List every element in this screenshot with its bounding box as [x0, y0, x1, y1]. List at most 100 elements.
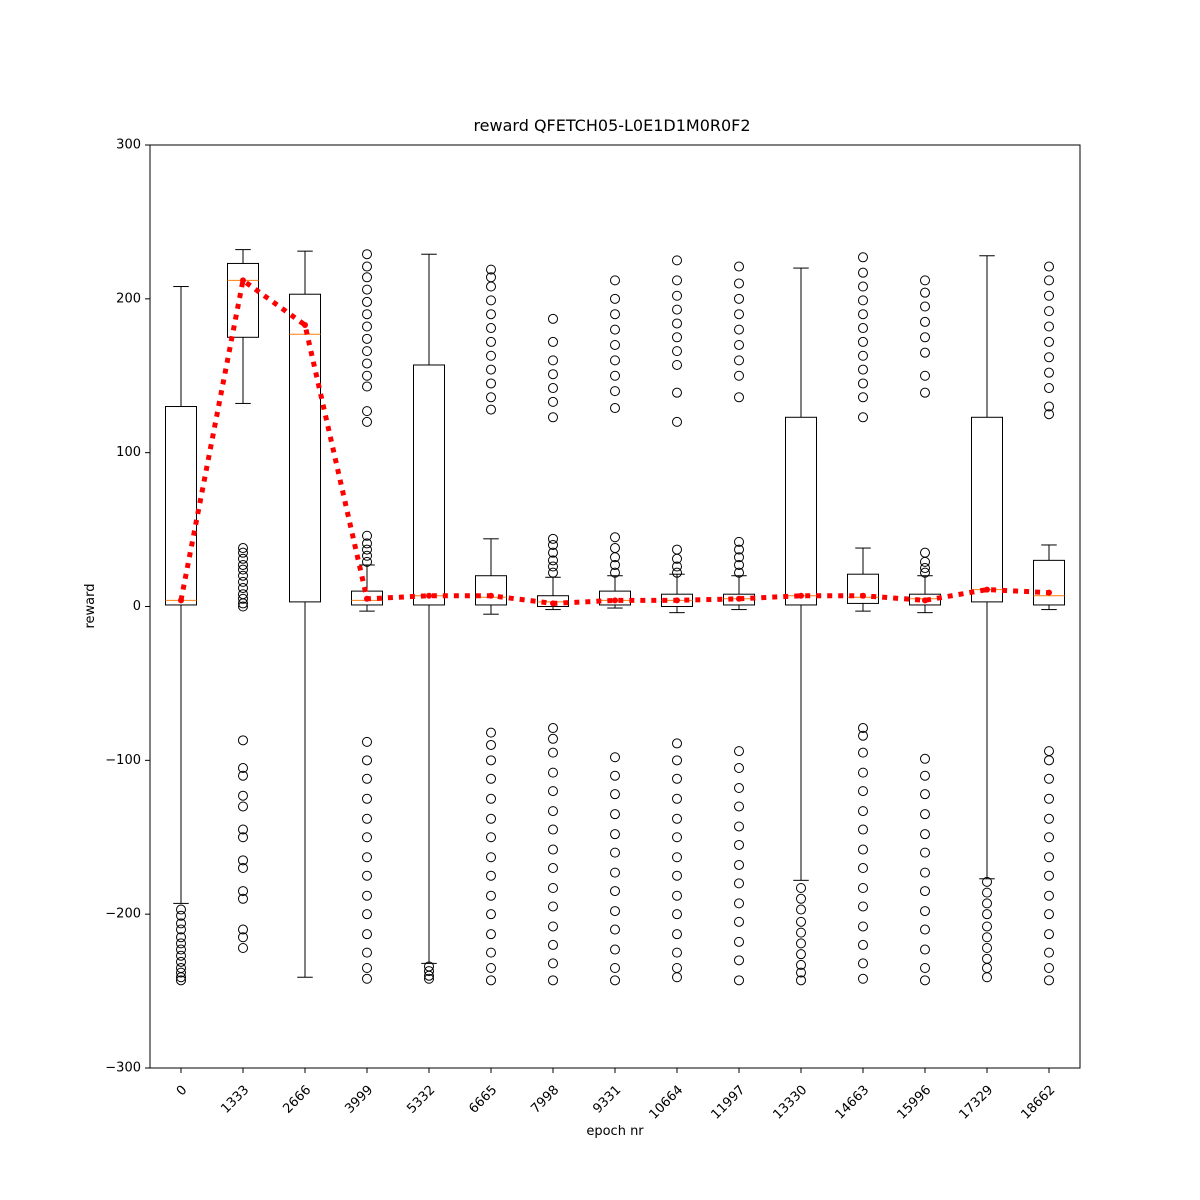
outlier: [796, 904, 806, 915]
outlier: [610, 867, 620, 878]
outlier: [362, 544, 372, 555]
outlier: [1044, 290, 1054, 301]
outlier: [238, 924, 248, 935]
outlier: [176, 972, 186, 983]
outlier: [672, 346, 682, 357]
outlier: [176, 938, 186, 949]
outlier: [486, 813, 496, 824]
outlier: [734, 293, 744, 304]
outlier: [176, 967, 186, 978]
outlier: [858, 323, 868, 334]
outlier: [1044, 352, 1054, 363]
outlier: [238, 863, 248, 874]
outlier: [920, 963, 930, 974]
outlier: [734, 839, 744, 850]
outlier: [672, 813, 682, 824]
outlier: [238, 943, 248, 954]
outlier: [362, 284, 372, 295]
y-axis-label: reward: [83, 583, 98, 628]
outlier: [920, 332, 930, 343]
outlier: [610, 339, 620, 350]
outlier: [1044, 773, 1054, 784]
outlier: [672, 909, 682, 920]
outlier: [734, 536, 744, 547]
outlier: [362, 296, 372, 307]
outlier: [982, 932, 992, 943]
outlier: [672, 387, 682, 398]
outlier: [486, 832, 496, 843]
outlier: [1044, 793, 1054, 804]
outlier: [362, 538, 372, 549]
outlier: [672, 832, 682, 843]
outlier: [734, 544, 744, 555]
outlier: [548, 567, 558, 578]
outlier: [548, 747, 558, 758]
outlier: [982, 876, 992, 887]
outlier: [486, 755, 496, 766]
outlier: [672, 738, 682, 749]
outlier: [362, 773, 372, 784]
outlier: [796, 967, 806, 978]
outlier: [1044, 755, 1054, 766]
outlier: [920, 567, 930, 578]
outlier: [548, 547, 558, 558]
outlier: [920, 287, 930, 298]
outlier: [920, 829, 930, 840]
outlier: [362, 929, 372, 940]
outlier: [176, 944, 186, 955]
outlier: [610, 963, 620, 974]
box: [475, 575, 507, 606]
outlier: [920, 789, 930, 800]
outlier: [734, 370, 744, 381]
outlier: [672, 773, 682, 784]
box: [413, 364, 445, 606]
outlier: [920, 563, 930, 574]
outlier: [920, 906, 930, 917]
outlier: [1044, 890, 1054, 901]
outlier: [548, 901, 558, 912]
outlier: [858, 939, 868, 950]
outlier: [486, 309, 496, 320]
outlier: [548, 733, 558, 744]
outlier: [548, 883, 558, 894]
outlier: [672, 544, 682, 555]
outlier: [238, 598, 248, 609]
outlier: [610, 886, 620, 897]
outlier: [486, 975, 496, 986]
outlier: [610, 386, 620, 397]
outlier: [362, 381, 372, 392]
outlier: [362, 852, 372, 863]
outlier: [486, 890, 496, 901]
outlier: [796, 938, 806, 949]
outlier: [486, 264, 496, 275]
outlier: [362, 249, 372, 260]
outlier: [176, 904, 186, 915]
outlier: [610, 906, 620, 917]
outlier: [672, 852, 682, 863]
outlier: [1044, 975, 1054, 986]
outlier: [362, 309, 372, 320]
outlier: [920, 547, 930, 558]
outlier: [858, 844, 868, 855]
outlier: [858, 252, 868, 263]
outlier: [920, 867, 930, 878]
outlier: [796, 883, 806, 894]
outlier: [486, 793, 496, 804]
outlier: [920, 886, 930, 897]
outlier: [734, 975, 744, 986]
outlier: [238, 770, 248, 781]
outlier: [548, 975, 558, 986]
outlier: [610, 944, 620, 955]
outlier: [362, 813, 372, 824]
outlier: [610, 309, 620, 320]
outlier: [610, 924, 620, 935]
box: [785, 416, 817, 606]
outlier: [548, 555, 558, 566]
outlier: [548, 723, 558, 734]
mean-marker: [860, 592, 866, 599]
box: [1033, 559, 1065, 606]
outlier: [176, 950, 186, 961]
outlier: [238, 893, 248, 904]
outlier: [238, 570, 248, 581]
outlier: [548, 396, 558, 407]
